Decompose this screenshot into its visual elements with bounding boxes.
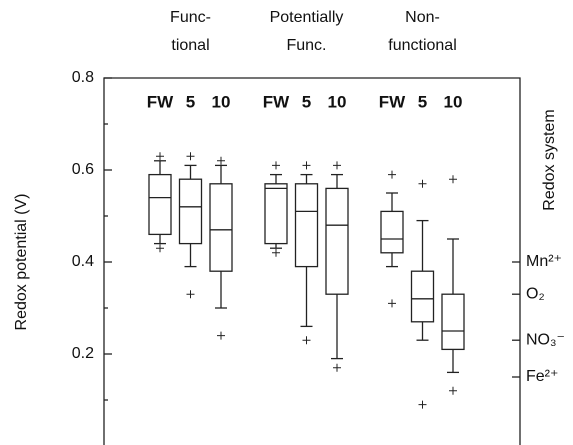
box <box>410 270 435 323</box>
category-label: 10 <box>444 92 463 111</box>
box <box>264 183 288 245</box>
outlier <box>388 170 396 179</box>
category-label: 10 <box>328 92 347 111</box>
category-label: FW <box>379 92 406 111</box>
outlier <box>418 400 427 409</box>
box <box>294 183 319 268</box>
outlier <box>388 299 396 308</box>
y2-axis-label: Redox system <box>541 109 558 210</box>
outlier <box>302 161 311 170</box>
y-tick-label: 0.2 <box>72 345 94 362</box>
box <box>178 178 203 245</box>
group-label: Potentially <box>270 9 344 26</box>
box <box>148 173 172 236</box>
box <box>380 210 404 254</box>
outlier <box>418 179 427 188</box>
outlier <box>186 152 195 161</box>
outlier <box>217 156 225 165</box>
outlier <box>156 152 164 161</box>
category-label: 5 <box>302 92 311 111</box>
y2-tick-label: O₂ <box>526 285 545 302</box>
category-label: 10 <box>212 92 231 111</box>
category-label: FW <box>147 92 174 111</box>
outlier <box>156 244 164 253</box>
category-label: 5 <box>186 92 195 111</box>
outlier <box>449 175 457 184</box>
y2-tick-label: Fe²⁺ <box>526 368 558 385</box>
group-label: Func- <box>170 9 211 26</box>
category-label: FW <box>263 92 290 111</box>
outlier <box>186 290 195 299</box>
group-label: Non- <box>405 9 440 26</box>
y-tick-label: 0.8 <box>72 69 94 86</box>
outlier <box>272 161 280 170</box>
outlier <box>217 331 225 340</box>
group-label: functional <box>388 37 457 54</box>
category-label: 5 <box>418 92 427 111</box>
group-label: tional <box>171 37 209 54</box>
box <box>325 187 349 295</box>
box <box>441 293 465 351</box>
outlier <box>449 386 457 395</box>
y-axis-label: Redox potential (V) <box>13 194 30 331</box>
plot-frame <box>103 77 521 445</box>
y2-tick-label: Mn²⁺ <box>526 253 562 270</box>
y-tick-label: 0.4 <box>72 253 94 270</box>
y-tick-label: 0.6 <box>72 161 94 178</box>
outlier <box>272 248 280 257</box>
group-label: Func. <box>286 37 326 54</box>
outlier <box>333 161 341 170</box>
outlier <box>333 363 341 372</box>
outlier <box>302 336 311 345</box>
box <box>209 183 233 272</box>
y2-tick-label: NO₃⁻ <box>526 331 565 348</box>
